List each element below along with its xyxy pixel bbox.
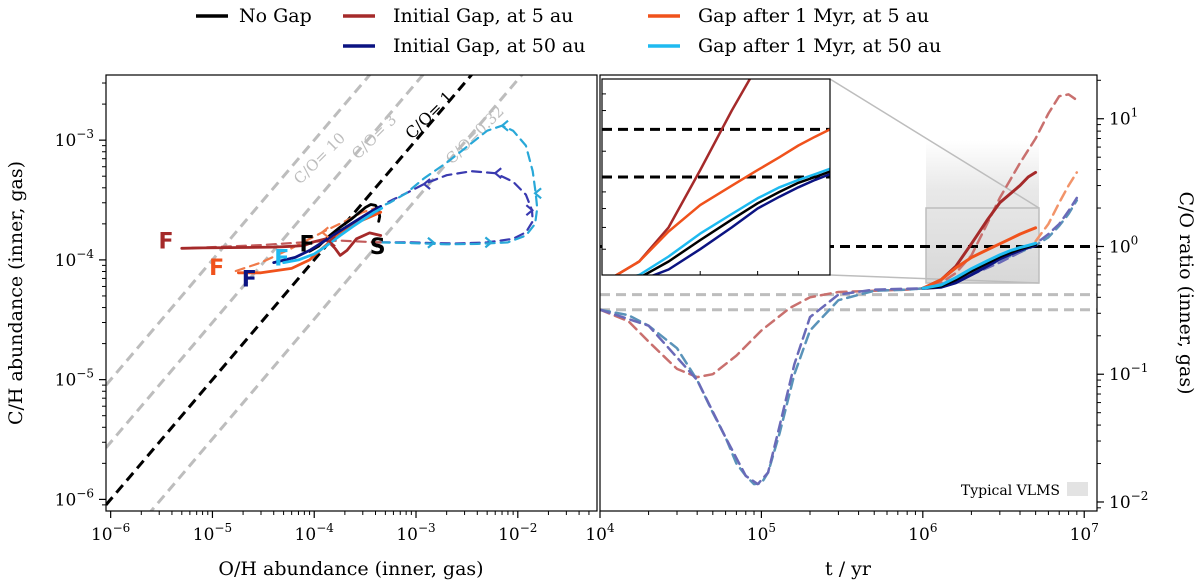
direction-arrow-0 (422, 178, 431, 190)
ratio-line-c-o-10 (106, 75, 372, 387)
inset-series-no-gap (641, 170, 830, 275)
direction-arrow-4 (533, 187, 542, 200)
left-panel: C/O= 10 C/O= 3 C/O= 1C/O=0.32 SFF FFF 10−6 1… (5, 74, 598, 580)
legend: No Gap Initial Gap, at 5 au Gap after 1 … (196, 5, 941, 57)
left-y-tick-label: 10−5 (55, 367, 94, 391)
direction-arrow-3 (525, 204, 535, 217)
final-marker-3: F (242, 267, 257, 292)
left-y-tick-label: 10−3 (55, 127, 94, 151)
inset-series-gap-after-1-myr-at-5-au (614, 128, 830, 275)
direction-arrow-2 (484, 236, 494, 249)
inset-connector-bottom (829, 274, 1040, 284)
ratio-label-c-o-1: C/O= 1 (401, 87, 456, 142)
final-marker-1: F (159, 229, 174, 254)
left-x-tick-label: 10−3 (396, 521, 435, 545)
left-x-axis-label: O/H abundance (inner, gas) (218, 558, 483, 580)
left-series-initial-gap-at-50-au-early-dashed (379, 170, 534, 245)
ratio-label-c-o-3: C/O= 3 (348, 111, 400, 163)
right-x-tick-label: 104 (585, 521, 615, 545)
right-series-gap-after-1-myr-at-5-au-dashed (1034, 171, 1079, 243)
right-series-gap-after-1-myr-at-50-au (921, 241, 1038, 290)
right-x-axis-label: t / yr (825, 558, 872, 580)
final-marker-4: F (274, 246, 289, 271)
left-y-tick-label: 10−4 (55, 247, 95, 271)
left-x-tick-label: 10−4 (295, 521, 335, 545)
direction-arrow-7 (327, 235, 336, 248)
left-y-tick-label: 10−6 (55, 486, 94, 510)
direction-arrow-6 (493, 167, 502, 180)
right-y-tick-label: 101 (1109, 106, 1138, 130)
direction-arrow-1 (427, 236, 436, 249)
legend-label-no-gap: No Gap (239, 5, 312, 27)
right-x-tick-label: 105 (747, 521, 776, 545)
right-panel: 104 105 106 107 10−2 10−1 100 101 t / yr C/O r… (585, 74, 1197, 580)
ratio-line-c-o-0-32 (149, 75, 524, 511)
left-axes-frame (105, 74, 598, 512)
legend-label-gap-1myr-5au: Gap after 1 Myr, at 5 au (698, 5, 929, 27)
legend-label-gap-1myr-50au: Gap after 1 Myr, at 50 au (698, 35, 941, 57)
final-marker-5: F (300, 232, 315, 257)
final-marker-2: F (209, 256, 224, 281)
left-x-tick-label: 10−2 (498, 521, 537, 545)
right-y-axis-label: C/O ratio (inner, gas) (1175, 191, 1197, 394)
right-y-tick-label: 10−1 (1109, 361, 1148, 385)
left-x-tick-label: 10−6 (91, 521, 130, 545)
left-series-initial-gap-at-50-au (272, 205, 383, 264)
right-x-tick-label: 106 (908, 521, 937, 545)
legend-label-initial-gap-5au: Initial Gap, at 5 au (393, 5, 573, 27)
inset-connector-top (829, 78, 1040, 209)
direction-arrow-8 (320, 226, 329, 239)
inset-series-gap-after-1-myr-at-50-au (633, 167, 830, 275)
left-series-initial-gap-at-5-au-early-dashed (180, 239, 382, 250)
left-x-tick-label: 10−5 (193, 521, 232, 545)
ratio-line-c-o-1 (106, 75, 474, 506)
start-marker: S (370, 235, 386, 260)
vlms-legend-swatch (1067, 482, 1088, 496)
right-series-gap-after-1-myr-at-5-au (921, 226, 1038, 290)
left-series-initial-gap-at-5-au (180, 231, 383, 257)
right-x-tick-label: 107 (1070, 521, 1099, 545)
left-y-axis-label: C/H abundance (inner, gas) (5, 161, 27, 425)
vlms-legend-label: Typical VLMS (961, 483, 1060, 499)
right-series-initial-gap-at-50-au-dashed (600, 196, 1079, 486)
right-y-tick-label: 10−2 (1109, 489, 1148, 513)
inset-series-initial-gap-at-50-au (650, 173, 830, 275)
inset-axes (601, 78, 831, 276)
inset-series-initial-gap-at-5-au (614, 79, 752, 275)
left-series-gap-after-1-myr-at-50-au-early-dashed (379, 124, 539, 246)
left-series-gap-after-1-myr-at-50-au (282, 206, 384, 264)
legend-label-initial-gap-50au: Initial Gap, at 50 au (393, 35, 586, 57)
right-axes-frame (599, 74, 1098, 512)
right-y-tick-label: 100 (1109, 233, 1138, 257)
direction-arrow-5 (500, 119, 509, 132)
